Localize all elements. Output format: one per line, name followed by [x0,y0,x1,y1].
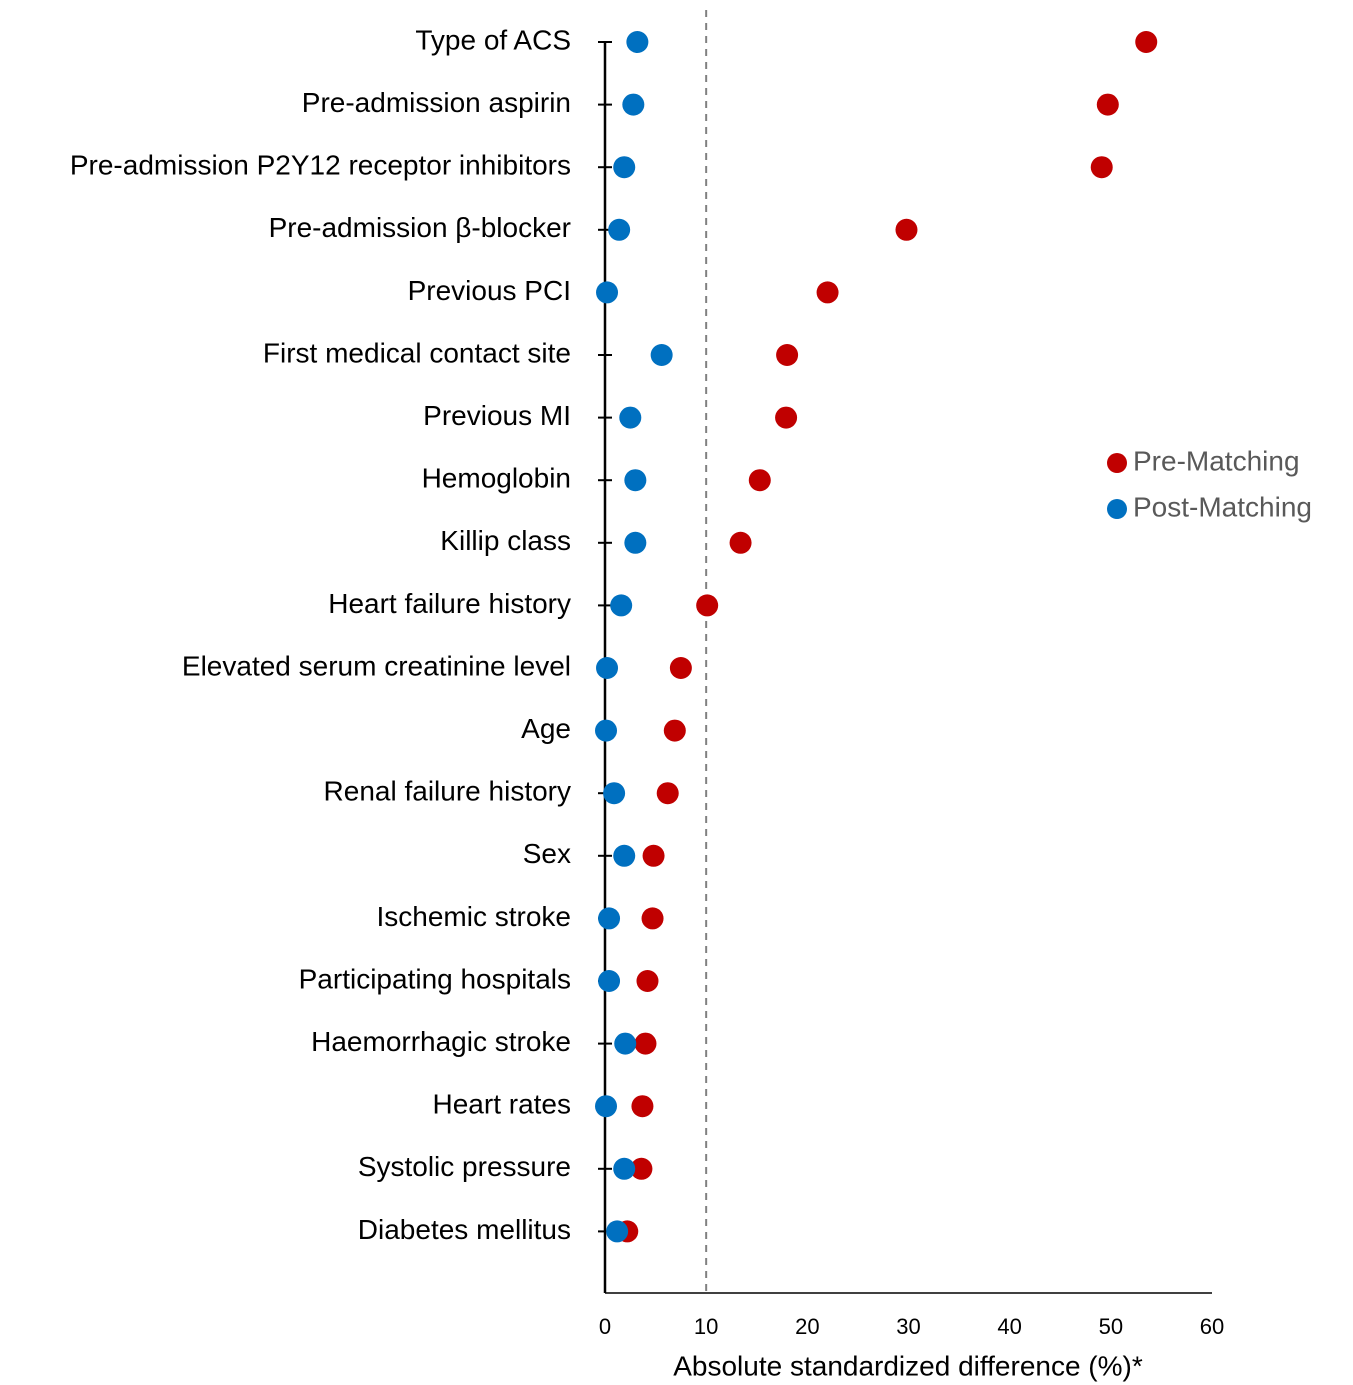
x-axis-label: Absolute standardized difference (%)* [673,1350,1143,1381]
dot [641,907,664,930]
y-tick-label: Type of ACS [415,24,571,55]
dot [669,657,692,679]
y-tick-label: Killip class [440,525,571,556]
y-tick-label: Ischemic stroke [377,901,572,932]
dot [775,406,798,429]
dot [598,970,621,992]
y-tick-label: Hemoglobin [422,463,571,494]
dot [696,594,719,617]
dot [636,970,659,992]
dot [1135,31,1158,53]
x-tick-label: 60 [1200,1314,1224,1339]
y-tick-label: Previous MI [423,400,571,431]
y-tick-label: Renal failure history [324,776,571,807]
dot [595,1095,618,1118]
dot [631,1095,654,1118]
x-tick-label: 10 [694,1314,718,1339]
dot [622,93,645,116]
x-tick-label: 40 [997,1314,1021,1339]
dot [610,594,633,617]
y-tick-label: Heart failure history [328,588,571,619]
legend-marker [1107,499,1127,519]
dot [895,218,918,241]
dot [608,218,631,241]
x-tick-label: 50 [1099,1314,1123,1339]
dot [1090,156,1113,179]
y-tick-label: Diabetes mellitus [358,1214,571,1245]
dot [619,406,642,429]
y-tick-label: Previous PCI [408,275,571,306]
dot [624,469,647,492]
y-tick-label: First medical contact site [263,337,571,368]
dot [624,531,647,554]
y-tick-label: Haemorrhagic stroke [311,1026,571,1057]
y-tick-label: Pre-admission aspirin [302,87,571,118]
dot [596,657,619,679]
dot [596,281,619,304]
legend-label: Pre-Matching [1133,445,1300,476]
dot [613,156,636,179]
dot [656,782,679,805]
dot [816,281,839,304]
dot [776,344,799,366]
x-tick-label: 30 [896,1314,920,1339]
dot [630,1157,653,1180]
dot [729,531,752,554]
y-tick-label: Participating hospitals [299,963,571,994]
y-tick-label: Systolic pressure [358,1151,571,1182]
y-tick-label: Heart rates [433,1089,572,1120]
dot [626,31,649,53]
y-tick-label: Age [521,713,571,744]
dot [748,469,771,492]
legend-label: Post-Matching [1133,491,1312,522]
x-tick-label: 20 [795,1314,819,1339]
dot [663,719,686,742]
dot [606,1220,629,1243]
y-tick-label: Pre-admission β-blocker [269,212,571,243]
dot [595,719,618,742]
legend-marker [1107,453,1127,473]
dot [598,907,621,930]
dot [613,844,636,867]
dot [1096,93,1119,116]
y-tick-label: Elevated serum creatinine level [182,650,571,681]
dot [603,782,626,805]
dot [634,1032,657,1055]
dot [642,844,665,867]
dot [650,344,673,366]
y-tick-label: Pre-admission P2Y12 receptor inhibitors [70,150,571,181]
dot [614,1032,637,1055]
x-tick-label: 0 [599,1314,611,1339]
y-tick-label: Sex [523,838,571,869]
dot [613,1157,636,1180]
